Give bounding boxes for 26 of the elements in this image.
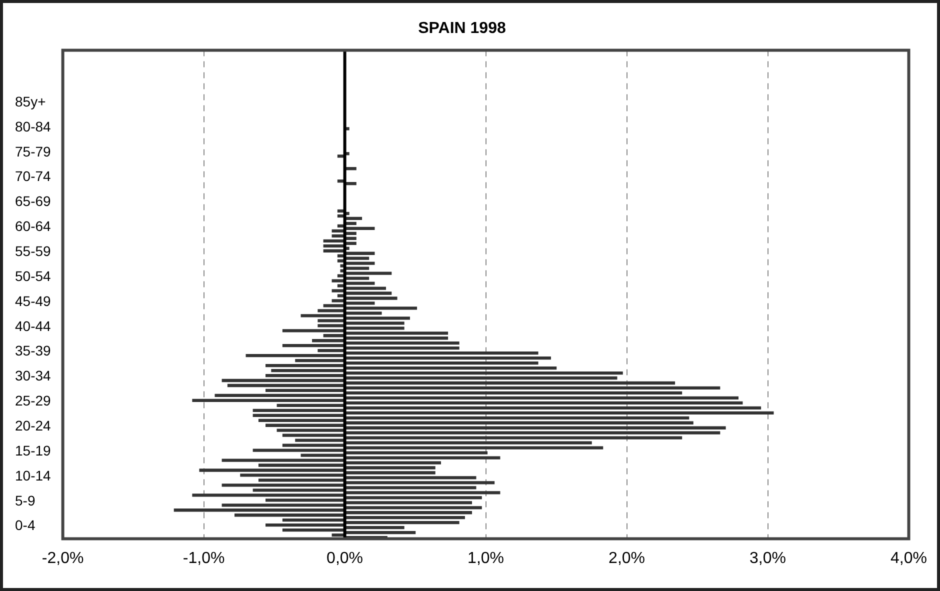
- y-tick-label: 70-74: [15, 168, 52, 184]
- y-tick-label: 5-9: [15, 492, 36, 508]
- y-tick-label: 0-4: [15, 517, 36, 534]
- x-tick-label: 2,0%: [608, 550, 646, 567]
- x-tick-label: 1,0%: [468, 550, 504, 567]
- x-tick-label: -2,0%: [42, 550, 84, 567]
- y-tick-label: 20-24: [15, 417, 52, 434]
- y-tick-label: 30-34: [15, 368, 52, 384]
- x-tick-label: -1,0%: [182, 550, 225, 567]
- y-tick-label: 50-54: [15, 268, 52, 284]
- chart-title: SPAIN 1998: [418, 20, 506, 38]
- x-tick-label: 3,0%: [750, 550, 786, 567]
- x-tick-label: 0,0%: [326, 550, 364, 567]
- y-tick-label: 65-69: [15, 193, 52, 210]
- y-tick-label: 15-19: [15, 442, 52, 458]
- y-tick-label: 25-29: [15, 392, 52, 409]
- y-tick-label: 80-84: [15, 118, 52, 134]
- x-tick-label: 4,0%: [890, 550, 927, 567]
- y-tick-label: 45-49: [15, 292, 52, 309]
- y-tick-label: 55-59: [15, 242, 52, 259]
- y-tick-label: 10-14: [15, 467, 52, 484]
- y-tick-label: 40-44: [15, 318, 52, 334]
- y-tick-label: 75-79: [15, 143, 52, 160]
- y-tick-label: 35-39: [15, 342, 52, 359]
- y-tick-label: 85y+: [15, 93, 46, 110]
- y-tick-label: 60-64: [15, 218, 52, 234]
